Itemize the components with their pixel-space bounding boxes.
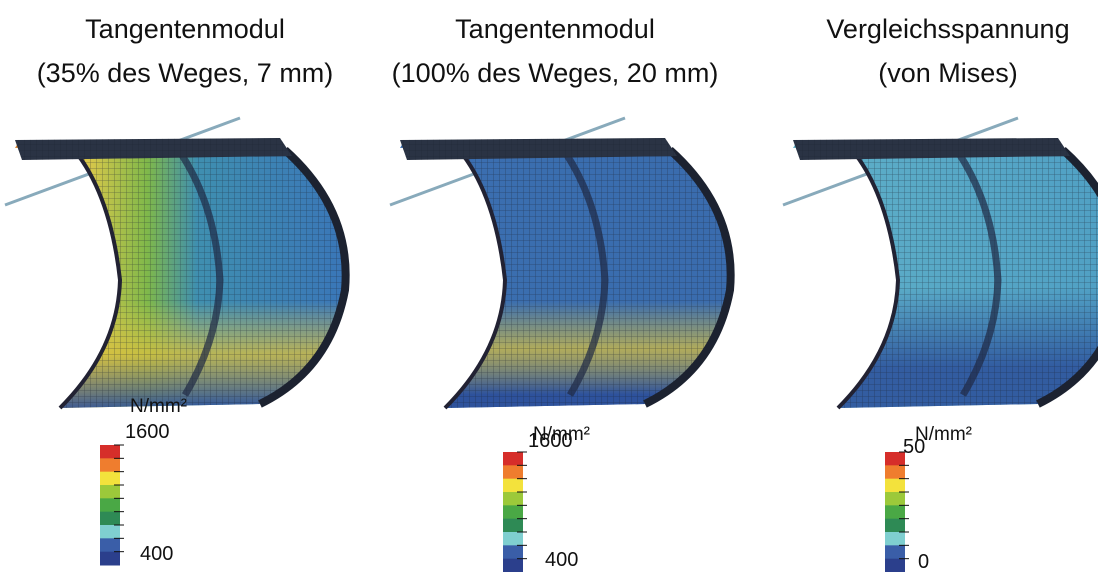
colorbar-segment	[503, 465, 523, 479]
colorbar-segment	[100, 445, 120, 459]
scale-min: 400	[140, 543, 173, 565]
scale-min: 0	[918, 551, 929, 572]
colorbar-segment	[885, 479, 905, 493]
figure: Tangentenmodul (35% des Weges, 7 mm) N/mm²…	[0, 0, 1098, 572]
colorbar-segment	[100, 512, 120, 526]
unit-label: N/mm²	[130, 396, 187, 417]
panel-title: Vergleichsspannung	[826, 14, 1069, 44]
panel-title: (von Mises)	[878, 58, 1018, 88]
scale-max: 1600	[125, 421, 170, 443]
colorbar-segment	[503, 545, 523, 559]
panels: Tangentenmodul (35% des Weges, 7 mm) N/mm²…	[5, 14, 1098, 572]
panel: Tangentenmodul (35% des Weges, 7 mm) N/mm²…	[5, 14, 346, 566]
panel-title: (100% des Weges, 20 mm)	[392, 58, 719, 88]
colorbar-segment	[885, 465, 905, 479]
colorbar-segment	[100, 498, 120, 512]
colorbar-segment	[100, 552, 120, 566]
scale-min: 400	[545, 549, 578, 571]
panel-title: Tangentenmodul	[85, 14, 285, 44]
shell-mesh	[400, 140, 731, 408]
colorbar-segment	[503, 452, 523, 466]
scale-max: 50	[903, 436, 925, 458]
colorbar-segment	[885, 452, 905, 466]
colorbar-segment	[885, 519, 905, 533]
fem-model	[390, 118, 731, 408]
colorbar-segment	[100, 538, 120, 552]
colorbar-segment	[503, 519, 523, 533]
colorbar-segment	[885, 492, 905, 506]
shell-mesh	[15, 140, 346, 408]
panel-title: (35% des Weges, 7 mm)	[37, 58, 334, 88]
colorbar-segment	[100, 458, 120, 472]
colorbar-segment	[100, 525, 120, 539]
colorbar-segment	[100, 485, 120, 499]
colorbar-segment	[503, 492, 523, 506]
panel: Tangentenmodul(100% des Weges, 20 mm)N/m…	[390, 14, 731, 572]
colorbar-segment	[885, 532, 905, 546]
fem-model	[5, 118, 346, 408]
colorbar-segment	[885, 545, 905, 559]
shell-mesh	[793, 140, 1098, 408]
colorbar-segment	[503, 505, 523, 519]
colorbar-segment	[100, 472, 120, 486]
colorbar-segment	[503, 532, 523, 546]
colorbar-segment	[503, 479, 523, 493]
scale-max: 1600	[528, 430, 573, 452]
fem-model	[783, 118, 1098, 408]
panel-title: Tangentenmodul	[455, 14, 655, 44]
colorbar-segment	[885, 505, 905, 519]
colorbar-segment	[885, 559, 905, 572]
colorbar-segment	[503, 559, 523, 572]
